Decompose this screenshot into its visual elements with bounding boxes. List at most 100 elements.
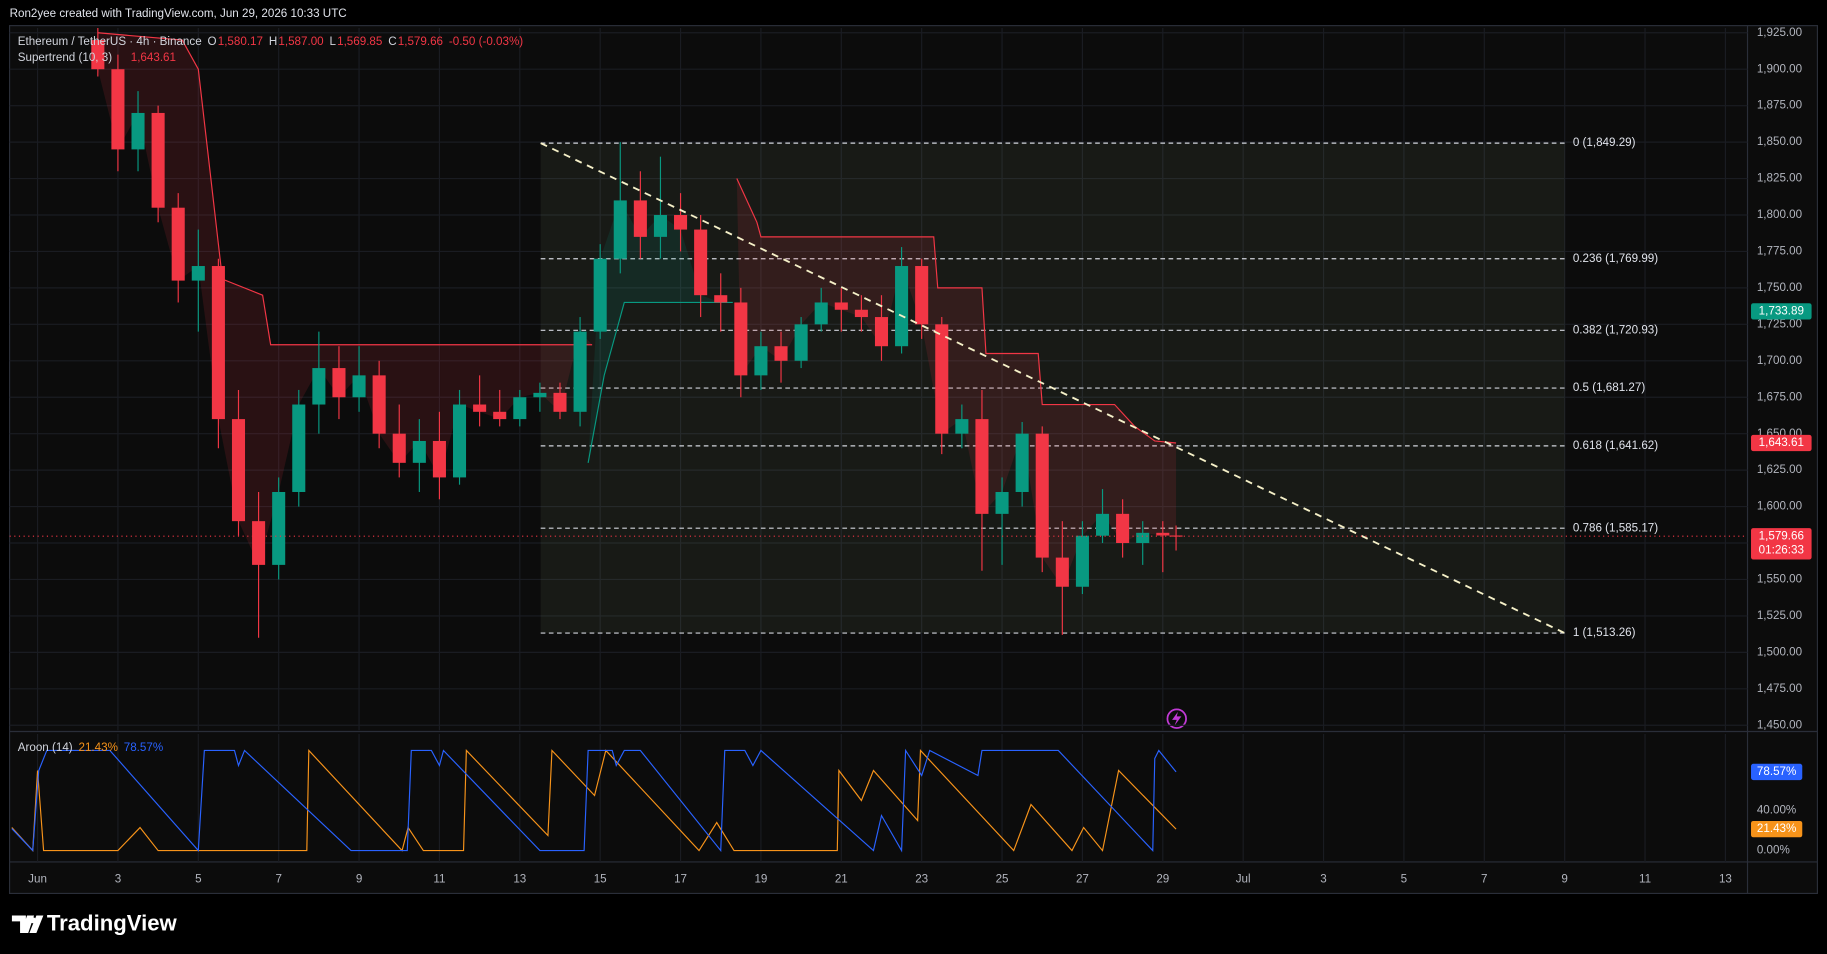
candle-body xyxy=(1095,513,1110,536)
price-badge xyxy=(1751,303,1812,320)
candle-body xyxy=(493,411,507,420)
candle-body xyxy=(191,266,205,281)
supertrend-value: 1,643.61 xyxy=(131,51,176,64)
candle-body xyxy=(473,404,487,412)
supertrend-fill xyxy=(97,32,593,565)
y-tick-label: 1,675.00 xyxy=(1757,390,1803,403)
fib-label: 0 (1,849.29) xyxy=(1573,136,1636,149)
candle-body xyxy=(1116,513,1130,544)
x-tick-label: Jul xyxy=(1236,873,1251,886)
candle-body xyxy=(553,392,567,412)
y-tick-label: 1,900.00 xyxy=(1757,62,1803,75)
x-tick-label: 29 xyxy=(1156,873,1169,886)
x-tick-label: 13 xyxy=(513,873,526,886)
trendline xyxy=(540,142,1566,634)
y-tick-label: 1,925.00 xyxy=(1757,26,1803,39)
x-tick-label: 19 xyxy=(754,873,767,886)
candle-body xyxy=(252,521,266,565)
fib-label: 0.786 (1,585.17) xyxy=(1573,521,1658,534)
candle-body xyxy=(412,440,426,463)
candle-body xyxy=(754,346,768,376)
attribution: Ron2yee created with TradingView.com, Ju… xyxy=(10,7,347,20)
symbol: Ethereum / TetherUS · 4h · Binance xyxy=(18,35,202,48)
x-tick-label: 21 xyxy=(835,873,848,886)
y-tick-label: 1,550.00 xyxy=(1757,573,1803,586)
fib-label: 0.382 (1,720.93) xyxy=(1573,323,1658,336)
candle-body xyxy=(1075,535,1089,587)
x-tick-label: 15 xyxy=(594,873,607,886)
x-tick-label: 11 xyxy=(1639,873,1651,886)
candle-body xyxy=(593,258,607,332)
x-tick-label: 25 xyxy=(996,873,1009,886)
ohlc-key: L xyxy=(329,35,336,48)
x-tick-label: 5 xyxy=(195,873,201,886)
ohlc-value: 1,587.00 xyxy=(278,35,324,48)
y-tick-label: 1,450.00 xyxy=(1757,718,1803,731)
price-badge-sublabel: 01:26:33 xyxy=(1759,543,1804,556)
x-tick-label: 3 xyxy=(1320,873,1326,886)
ohlc-value: 1,579.66 xyxy=(398,35,443,48)
price-badge xyxy=(1751,434,1812,452)
candle-body xyxy=(874,317,889,347)
x-tick-label: 11 xyxy=(433,873,445,886)
candle-body xyxy=(211,266,225,420)
candle-body xyxy=(694,229,708,296)
candle-body xyxy=(774,346,788,361)
y-tick-label: 1,725.00 xyxy=(1757,317,1803,330)
candle-body xyxy=(734,302,748,376)
price-badge-label: 1,579.66 xyxy=(1759,529,1804,542)
candle-body xyxy=(975,419,989,514)
ohlc-key: O xyxy=(208,35,217,48)
candle-body xyxy=(995,491,1009,514)
aroon-tick-label: 40.00% xyxy=(1757,804,1796,817)
candle-body xyxy=(955,419,969,434)
ohlc-value: 1,580.17 xyxy=(218,35,263,48)
candle-body xyxy=(653,214,667,237)
y-tick-label: 1,600.00 xyxy=(1757,500,1803,513)
candle-body xyxy=(613,200,627,259)
main-pane xyxy=(9,27,1748,731)
candle-body xyxy=(573,331,587,412)
ohlc-key: H xyxy=(269,35,277,48)
x-tick-label: 9 xyxy=(1561,873,1567,886)
candle-body xyxy=(935,324,949,434)
candle-body xyxy=(111,69,125,150)
aroon-value: 21.43% xyxy=(79,741,118,754)
change: -0.50 (-0.03%) xyxy=(449,35,523,48)
aroon-pane xyxy=(11,733,1727,862)
supertrend-legend: Supertrend (10, 3) 1,643.61 xyxy=(18,51,176,64)
y-tick-label: 1,625.00 xyxy=(1757,463,1803,476)
y-tick-label: 1,700.00 xyxy=(1757,354,1803,367)
candle-body xyxy=(372,375,386,434)
candle-body xyxy=(91,40,105,70)
fib-label: 0.618 (1,641.62) xyxy=(1573,439,1658,452)
candle-body xyxy=(834,302,848,310)
x-tick-label: 7 xyxy=(275,873,281,886)
candle-body xyxy=(1156,532,1170,536)
aroon-value: 78.57% xyxy=(124,741,163,754)
candle-body xyxy=(1169,535,1183,537)
symbol-legend: Ethereum / TetherUS · 4h · Binance O1,580… xyxy=(18,35,524,48)
aroon-line xyxy=(11,748,1177,853)
candle-body xyxy=(171,207,185,281)
y-tick-label: 1,750.00 xyxy=(1757,281,1803,294)
price-badge xyxy=(1751,528,1812,560)
candle-body xyxy=(633,200,647,237)
candle-body xyxy=(674,214,688,230)
candle-body xyxy=(1015,433,1029,492)
candle-body xyxy=(1035,433,1049,558)
price-badge-label: 1,733.89 xyxy=(1759,304,1804,317)
aroon-badge-label: 78.57% xyxy=(1757,765,1796,778)
x-tick-label: Jun xyxy=(28,873,47,886)
fib-label: 0.236 (1,769.99) xyxy=(1573,252,1658,265)
y-tick-label: 1,775.00 xyxy=(1757,245,1803,258)
x-tick-label: 23 xyxy=(915,873,928,886)
y-tick-label: 1,475.00 xyxy=(1757,682,1803,695)
aroon-badge xyxy=(1751,820,1803,838)
aroon-tick-label: 0.00% xyxy=(1757,844,1790,857)
x-tick-label: 27 xyxy=(1076,873,1089,886)
candle-body xyxy=(854,309,868,318)
y-tick-label: 1,875.00 xyxy=(1757,99,1803,112)
supertrend-line xyxy=(587,301,733,463)
